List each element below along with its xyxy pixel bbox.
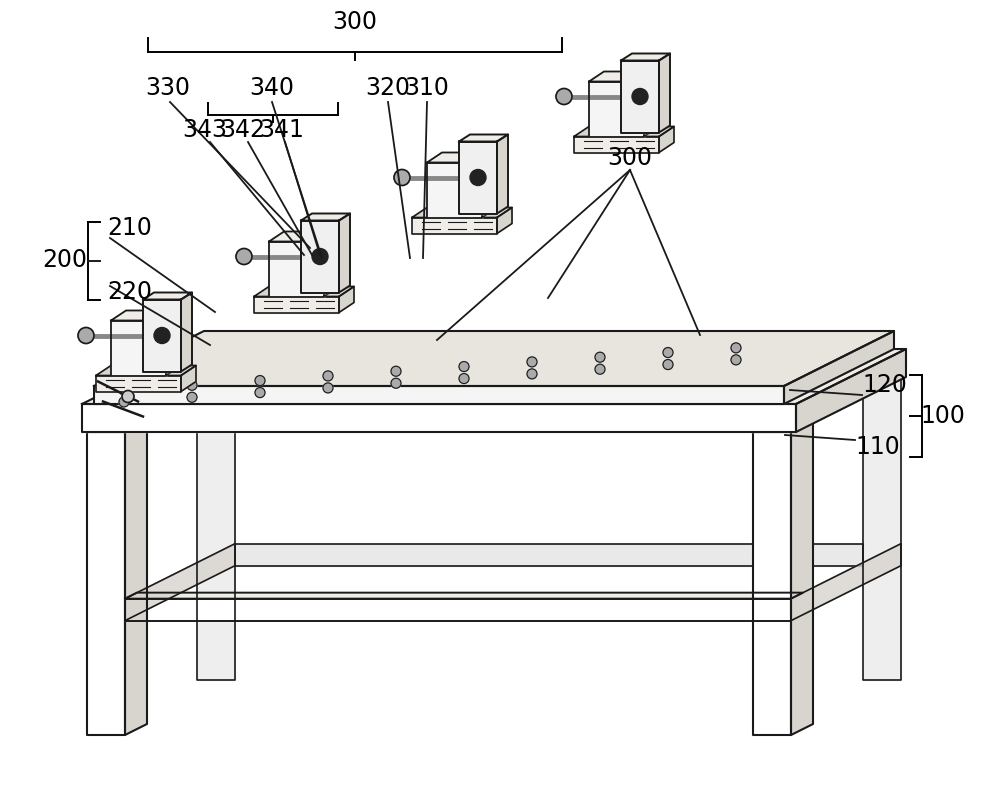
Polygon shape [125, 593, 803, 599]
Circle shape [391, 366, 401, 376]
Text: 220: 220 [107, 280, 152, 304]
Circle shape [527, 369, 537, 379]
Circle shape [236, 248, 252, 265]
Circle shape [119, 385, 129, 395]
Polygon shape [497, 207, 512, 233]
Circle shape [255, 388, 265, 398]
Circle shape [391, 378, 401, 388]
Polygon shape [254, 296, 339, 313]
Polygon shape [459, 142, 497, 214]
Polygon shape [301, 214, 350, 221]
Text: 210: 210 [107, 216, 152, 240]
Polygon shape [644, 72, 659, 136]
Circle shape [556, 88, 572, 105]
Polygon shape [574, 127, 674, 136]
Polygon shape [659, 54, 670, 132]
Circle shape [663, 348, 673, 358]
Polygon shape [497, 135, 508, 214]
Polygon shape [166, 310, 181, 376]
Circle shape [731, 355, 741, 365]
Polygon shape [87, 432, 125, 735]
Polygon shape [589, 81, 644, 136]
Circle shape [595, 352, 605, 362]
Polygon shape [796, 349, 906, 432]
Polygon shape [621, 61, 659, 132]
Polygon shape [574, 136, 659, 153]
Circle shape [323, 383, 333, 393]
Text: 342: 342 [220, 118, 266, 142]
Polygon shape [96, 366, 196, 376]
Polygon shape [784, 331, 894, 404]
Polygon shape [96, 376, 181, 392]
Polygon shape [181, 366, 196, 392]
Circle shape [663, 359, 673, 370]
Polygon shape [254, 287, 354, 296]
Polygon shape [753, 421, 813, 432]
Circle shape [119, 397, 129, 407]
Circle shape [187, 392, 197, 402]
Polygon shape [125, 599, 791, 621]
Text: 341: 341 [260, 118, 304, 142]
Polygon shape [94, 331, 894, 386]
Circle shape [78, 328, 94, 344]
Text: 300: 300 [332, 10, 378, 34]
Text: 310: 310 [405, 76, 449, 100]
Circle shape [394, 169, 410, 185]
Circle shape [595, 364, 605, 374]
Text: 340: 340 [250, 76, 294, 100]
Polygon shape [82, 349, 906, 404]
Circle shape [632, 88, 648, 105]
Polygon shape [339, 214, 350, 292]
Circle shape [470, 169, 486, 185]
Polygon shape [791, 544, 901, 621]
Polygon shape [197, 377, 235, 680]
Circle shape [122, 391, 134, 403]
Circle shape [187, 381, 197, 390]
Polygon shape [111, 310, 181, 321]
Polygon shape [143, 292, 192, 299]
Polygon shape [125, 544, 235, 621]
Polygon shape [143, 299, 181, 371]
Circle shape [527, 357, 537, 367]
Polygon shape [482, 153, 497, 217]
Circle shape [323, 371, 333, 381]
Polygon shape [269, 241, 324, 296]
Text: 200: 200 [42, 248, 87, 272]
Polygon shape [791, 421, 813, 735]
Polygon shape [301, 221, 339, 292]
Polygon shape [269, 232, 339, 241]
Polygon shape [235, 544, 863, 566]
Polygon shape [459, 135, 508, 142]
Circle shape [731, 343, 741, 353]
Circle shape [154, 328, 170, 344]
Text: 330: 330 [146, 76, 190, 100]
Polygon shape [181, 292, 192, 371]
Polygon shape [412, 207, 512, 217]
Polygon shape [94, 386, 784, 404]
Polygon shape [589, 72, 659, 81]
Polygon shape [863, 377, 901, 680]
Text: 300: 300 [608, 146, 652, 170]
Polygon shape [111, 321, 166, 376]
Text: 110: 110 [855, 435, 900, 459]
Circle shape [312, 248, 328, 265]
Polygon shape [427, 162, 482, 217]
Circle shape [255, 376, 265, 385]
Polygon shape [324, 232, 339, 296]
Text: 343: 343 [182, 118, 228, 142]
Polygon shape [659, 127, 674, 153]
Text: 120: 120 [862, 373, 907, 397]
Circle shape [459, 374, 469, 384]
Polygon shape [753, 432, 791, 735]
Polygon shape [87, 421, 147, 432]
Polygon shape [412, 217, 497, 233]
Polygon shape [125, 421, 147, 735]
Text: 100: 100 [920, 404, 965, 428]
Polygon shape [427, 153, 497, 162]
Polygon shape [339, 287, 354, 313]
Polygon shape [82, 404, 796, 432]
Polygon shape [621, 54, 670, 61]
Circle shape [459, 362, 469, 372]
Text: 320: 320 [366, 76, 411, 100]
